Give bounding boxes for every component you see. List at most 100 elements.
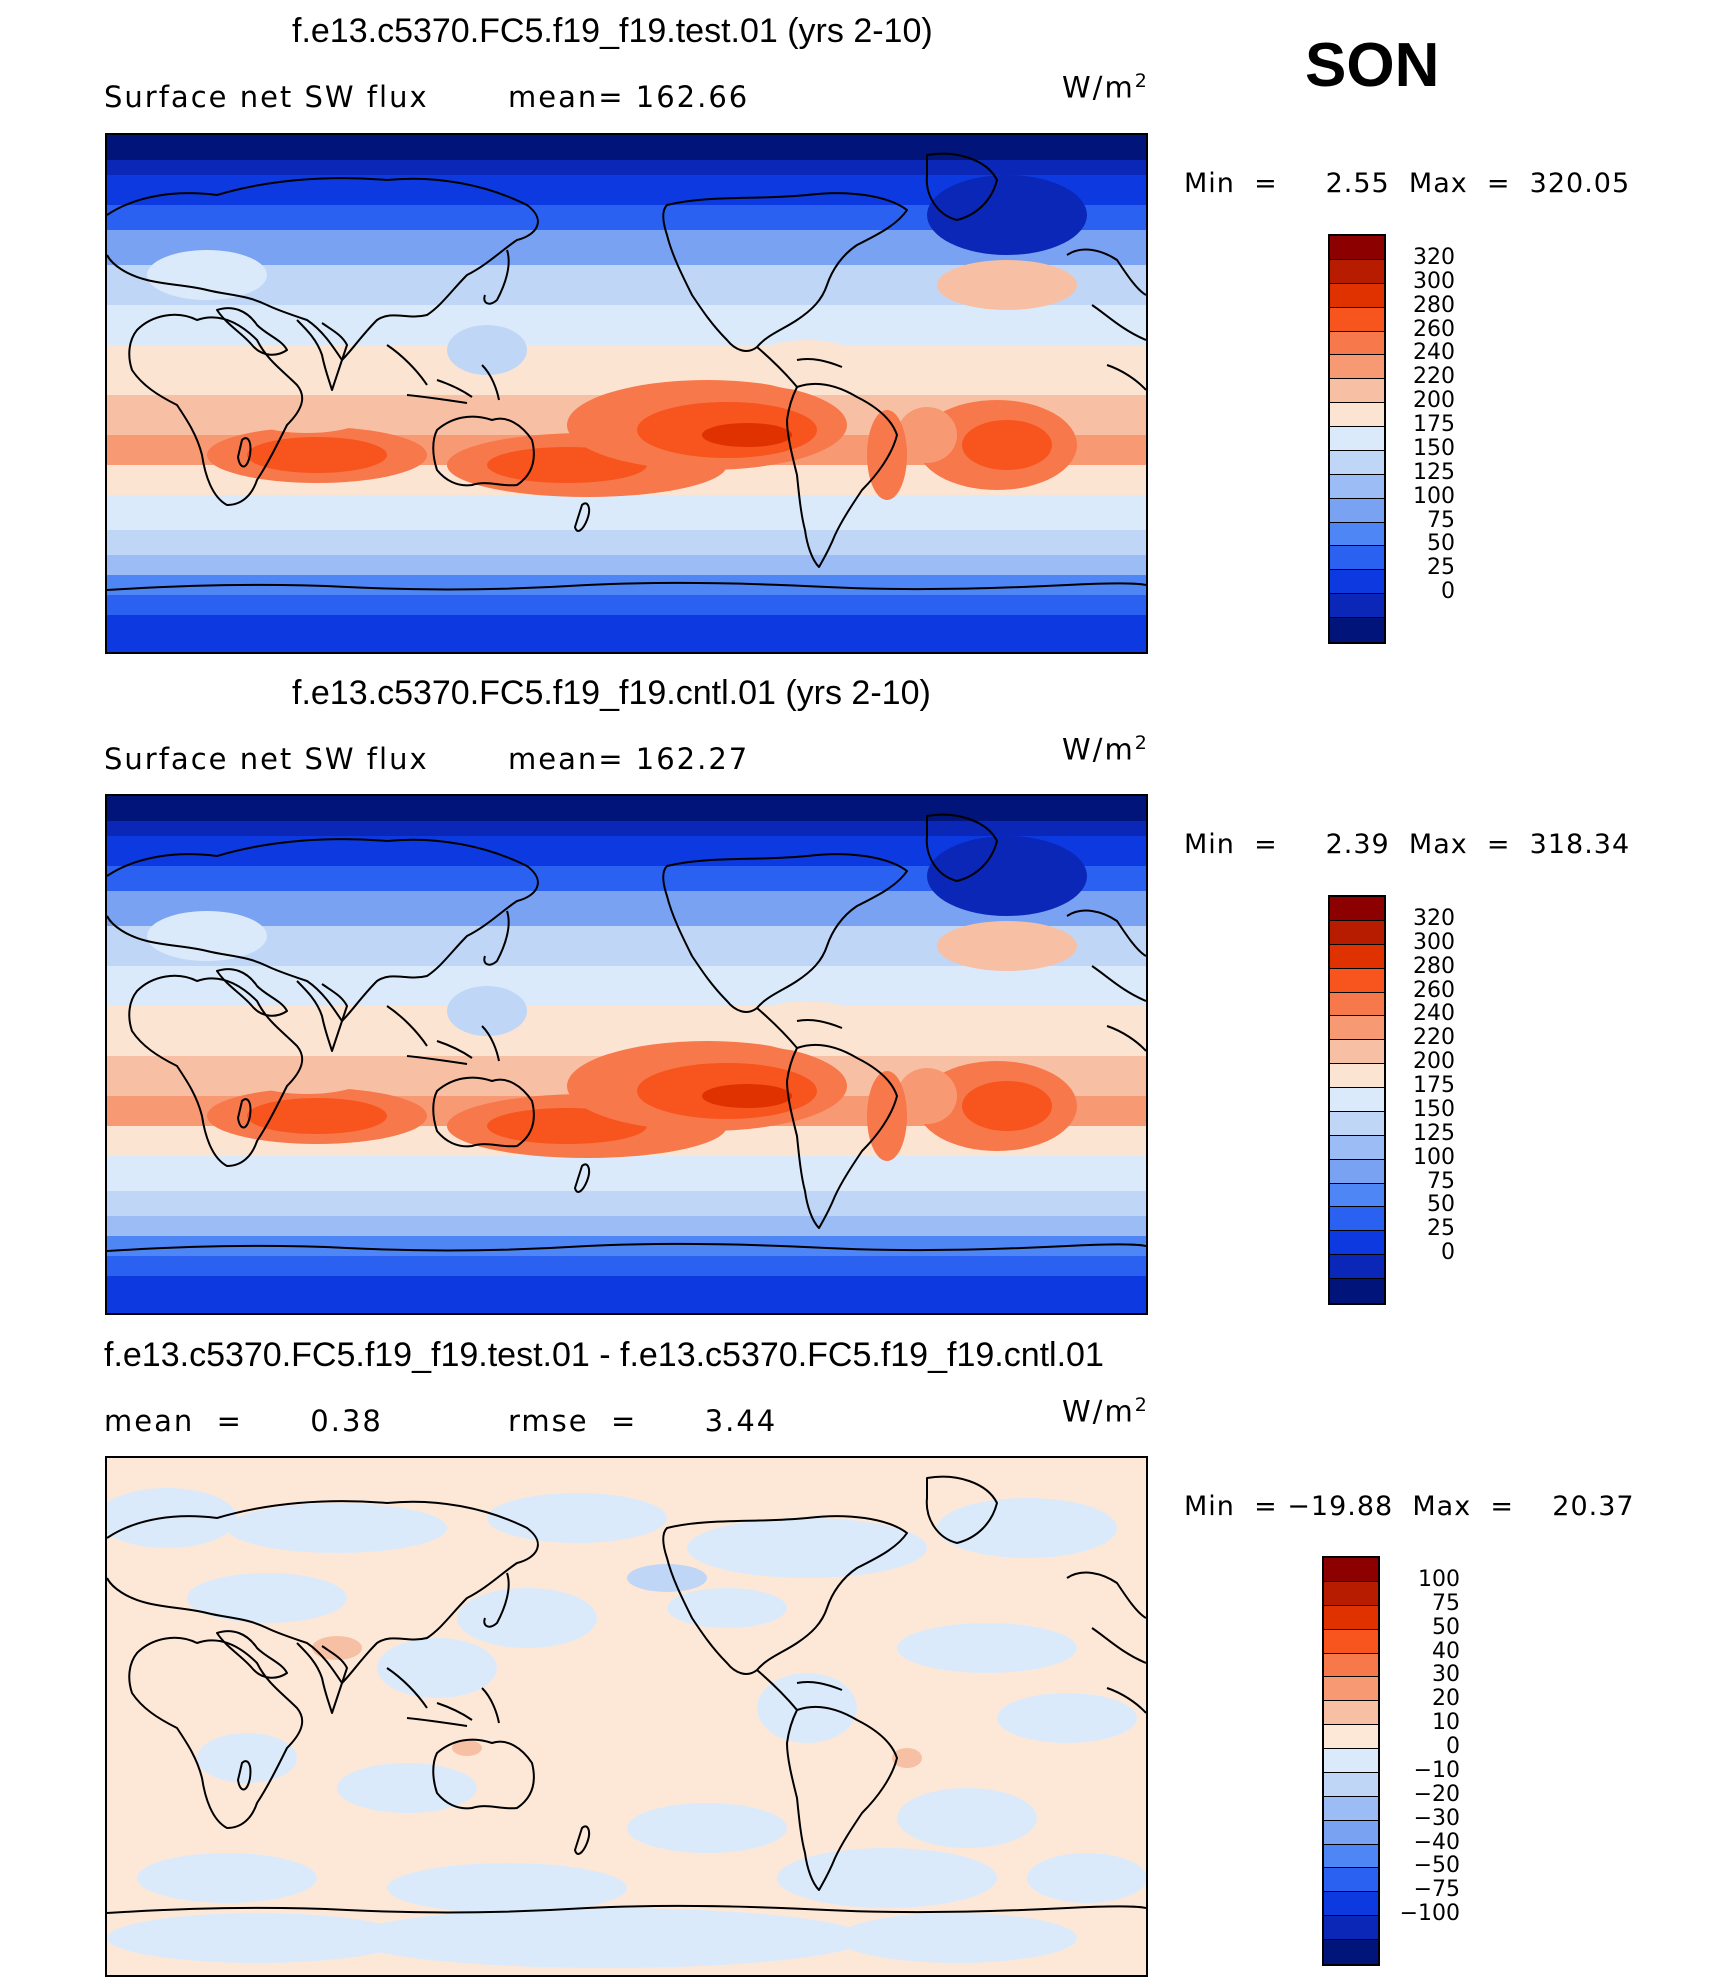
colorbar-tick-label: 125: [1413, 1120, 1455, 1146]
colorbar-tick-label: 320: [1413, 244, 1455, 270]
panel-3-map: [105, 1456, 1148, 1977]
coastline: [107, 1904, 1146, 1914]
colorbar-swatch: [1324, 1749, 1378, 1773]
diff-blob: [627, 1803, 787, 1853]
coastline: [432, 415, 535, 487]
colorbar-swatch: [1324, 1892, 1378, 1917]
field-blob: [147, 911, 267, 961]
field-blob: [897, 407, 957, 463]
field-band: [107, 615, 1146, 652]
coastline: [1106, 1687, 1146, 1714]
coastline: [107, 581, 1146, 591]
panel-2-variable-label: Surface net SW flux: [104, 742, 429, 776]
diff-blob: [937, 1498, 1117, 1558]
colorbar-swatch: [1330, 450, 1384, 475]
diff-blob: [997, 1693, 1137, 1743]
field-band: [107, 1191, 1146, 1216]
field-blob: [447, 325, 527, 375]
diff-blob: [897, 1623, 1077, 1673]
colorbar-swatch: [1330, 307, 1384, 332]
coastline: [786, 382, 898, 568]
coastline: [107, 1242, 1146, 1252]
coastline: [128, 313, 304, 506]
colorbar-swatch: [1330, 1183, 1384, 1208]
panel-1-title: f.e13.c5370.FC5.f19_f19.test.01 (yrs 2-1…: [292, 12, 933, 50]
field-band: [107, 555, 1146, 575]
panel-3-min-max: Min = −19.88 Max = 20.37: [1184, 1491, 1635, 1522]
coastline: [756, 346, 843, 388]
colorbar-tick-label: 30: [1432, 1662, 1460, 1688]
panel-1-variable-label: Surface net SW flux: [104, 80, 429, 114]
colorbar-swatch: [1330, 355, 1384, 380]
field-blob: [747, 340, 867, 390]
field-blob: [702, 1084, 792, 1108]
coastline: [296, 980, 348, 1052]
colorbar-tick-label: 150: [1413, 435, 1455, 461]
field-blob: [702, 423, 792, 447]
field-blob: [927, 836, 1087, 916]
coastline: [386, 1667, 500, 1727]
diff-blob: [627, 1564, 707, 1592]
field-band: [107, 135, 1146, 160]
colorbar-swatch: [1330, 1135, 1384, 1160]
coastline: [107, 177, 539, 361]
colorbar-swatch: [1330, 1207, 1384, 1232]
field-blob: [937, 921, 1077, 971]
panel-2-colorbar-labels: 320 300 280 260 240 220 200 175 150 125 100 75 50 25 0: [1395, 895, 1455, 1305]
colorbar-swatch: [1330, 546, 1384, 571]
diff-blob: [187, 1573, 347, 1623]
panel-1-map-svg: [107, 135, 1146, 652]
panel-1-min-max: Min = 2.55 Max = 320.05: [1184, 168, 1631, 199]
colorbar-tick-label: 75: [1427, 1168, 1455, 1194]
field-blob: [937, 260, 1077, 310]
diff-blob: [197, 1733, 297, 1783]
field-band: [107, 1156, 1146, 1191]
colorbar-tick-label: 50: [1427, 1192, 1455, 1218]
panel-1-colorbar-labels: 320 300 280 260 240 220 200 175 150 125 100 75 50 25 0: [1395, 234, 1455, 644]
colorbar-swatch: [1324, 1916, 1378, 1940]
colorbar-swatch: [1330, 1064, 1384, 1088]
colorbar-tick-label: −50: [1413, 1853, 1460, 1879]
colorbar-tick-label: 75: [1427, 507, 1455, 533]
colorbar-swatch: [1330, 944, 1384, 969]
field-blob: [897, 1068, 957, 1124]
diff-blob: [377, 1638, 497, 1698]
colorbar-tick-label: 125: [1413, 459, 1455, 485]
diff-blob: [897, 1788, 1037, 1848]
colorbar-tick-label: −75: [1413, 1877, 1460, 1903]
colorbar-tick-label: 200: [1413, 1049, 1455, 1075]
coastline: [107, 1500, 539, 1684]
colorbar-swatch: [1330, 1016, 1384, 1041]
diff-blob: [227, 1503, 447, 1553]
coastline: [296, 1642, 348, 1714]
panel-1-colorbar: [1328, 234, 1386, 644]
colorbar-swatch: [1330, 236, 1384, 260]
colorbar-tick-label: 50: [1427, 531, 1455, 557]
colorbar-tick-label: 320: [1413, 905, 1455, 931]
diff-blob: [837, 1913, 1077, 1963]
colorbar-swatch: [1324, 1725, 1378, 1749]
panel-3-units: W/m2: [1062, 1394, 1149, 1429]
colorbar-swatch: [1330, 968, 1384, 993]
diff-blob: [107, 1913, 407, 1963]
colorbar-swatch: [1324, 1868, 1378, 1893]
field-band: [107, 495, 1146, 530]
coastline: [756, 1007, 843, 1049]
field-blob: [927, 175, 1087, 255]
panel-3-colorbar: [1322, 1556, 1380, 1966]
colorbar-swatch: [1324, 1796, 1378, 1821]
coastline: [1066, 248, 1146, 341]
diff-blob: [387, 1863, 627, 1913]
colorbar-swatch: [1330, 1279, 1384, 1303]
field-band: [107, 160, 1146, 175]
diff-blob: [667, 1588, 787, 1628]
colorbar-tick-label: 300: [1413, 268, 1455, 294]
field-band: [107, 575, 1146, 595]
diff-blob: [347, 1908, 867, 1968]
colorbar-swatch: [1330, 1040, 1384, 1065]
colorbar-tick-label: −40: [1413, 1829, 1460, 1855]
coastline: [432, 1738, 535, 1810]
coastline: [1106, 1025, 1146, 1052]
field-band: [107, 1236, 1146, 1256]
coastline: [662, 853, 908, 1013]
